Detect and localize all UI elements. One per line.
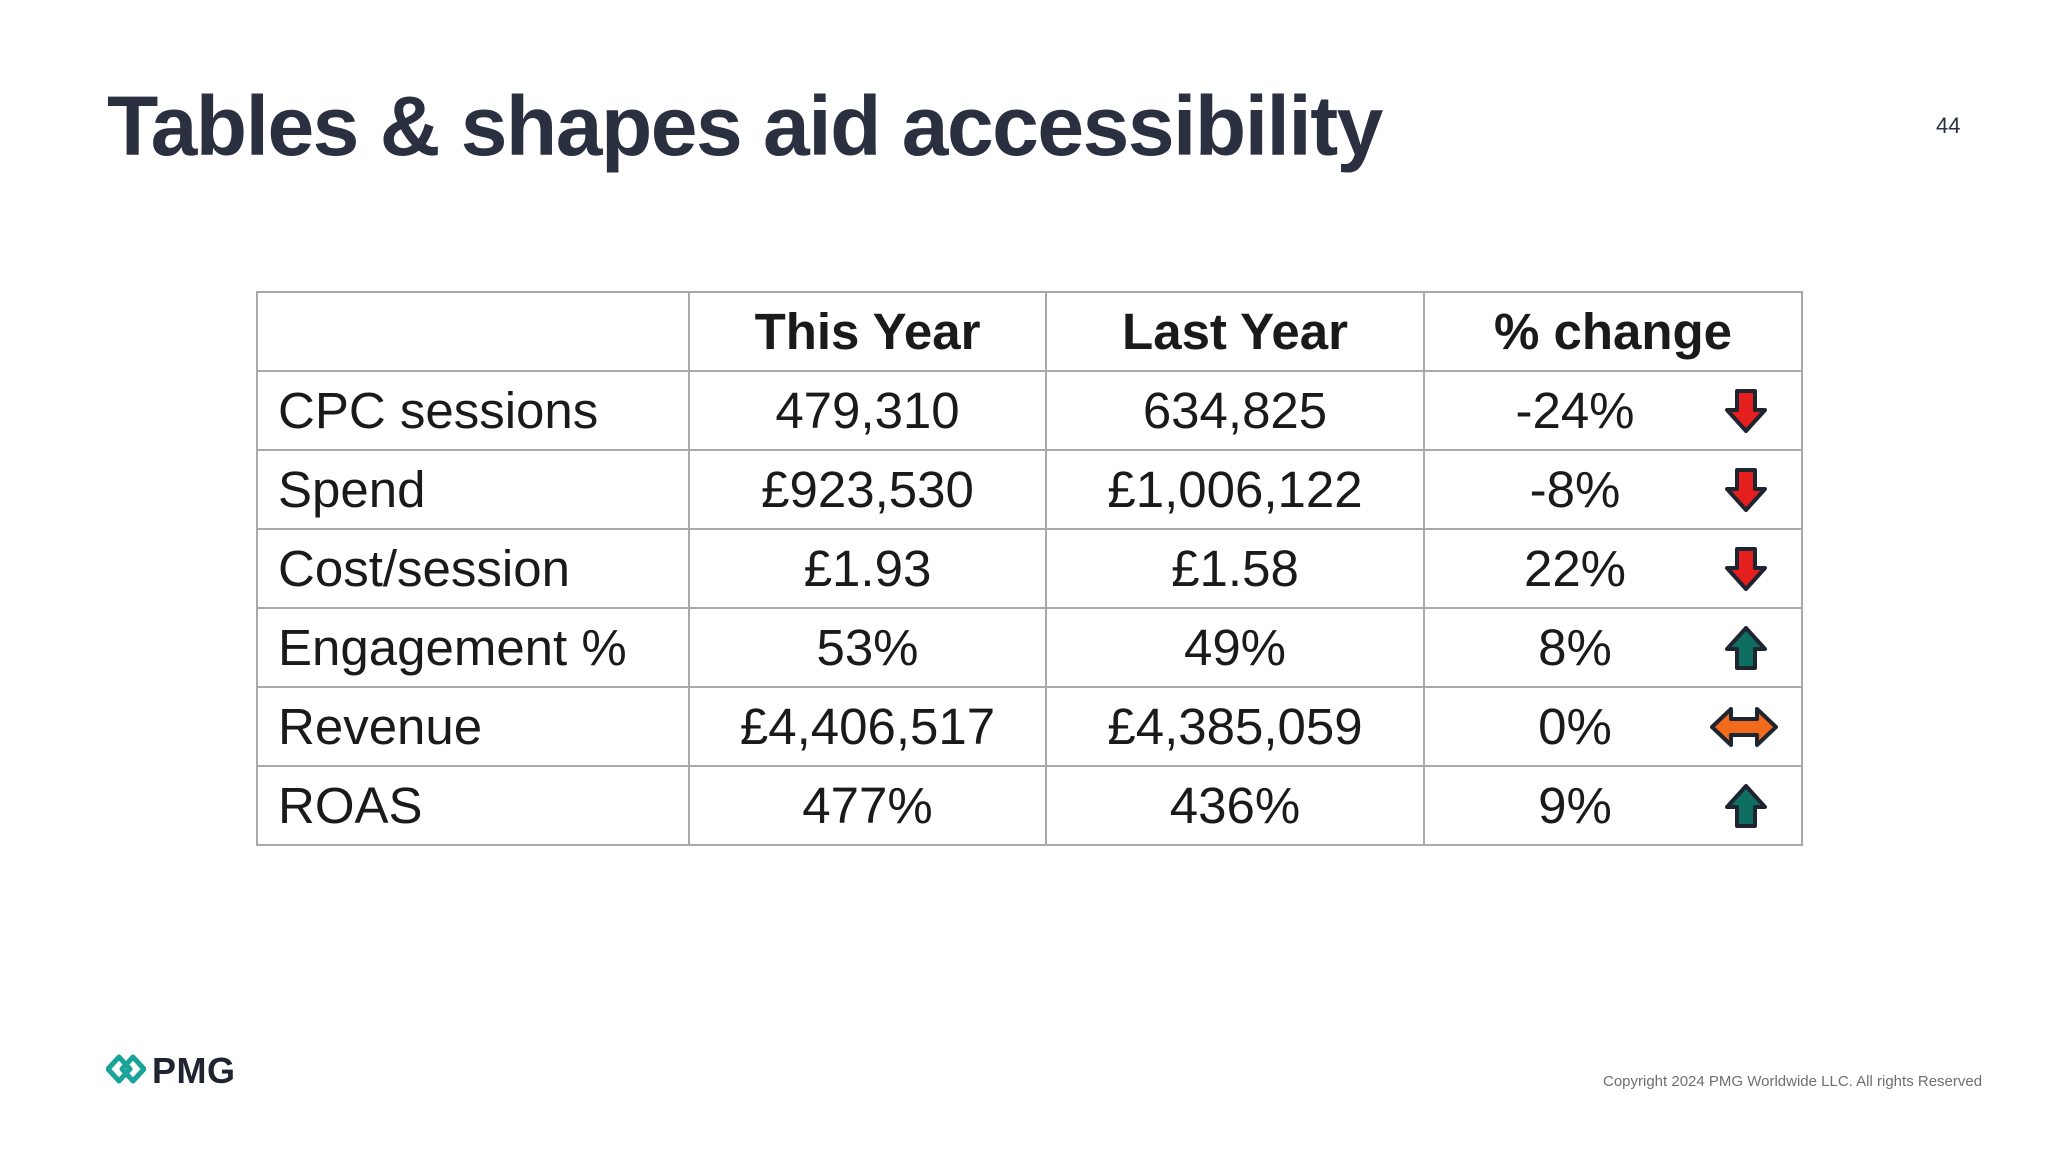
table-row: Cost/session £1.93 £1.58 22%: [256, 528, 1803, 609]
this-year-value: £1.93: [688, 528, 1047, 609]
header-empty: [256, 291, 690, 372]
metric-label: ROAS: [256, 765, 690, 846]
last-year-value: 436%: [1045, 765, 1425, 846]
percent-change-cell: 8%: [1423, 607, 1803, 688]
metric-label: Revenue: [256, 686, 690, 767]
percent-change-value: 22%: [1523, 540, 1627, 597]
arrow-up-icon: [1723, 783, 1769, 829]
percent-change-cell: -24%: [1423, 370, 1803, 451]
this-year-value: 53%: [688, 607, 1047, 688]
last-year-value: 49%: [1045, 607, 1425, 688]
percent-change-value: -24%: [1515, 382, 1635, 439]
table-row: Engagement % 53% 49% 8%: [256, 607, 1803, 688]
metric-label: Engagement %: [256, 607, 690, 688]
pmg-logo: PMG: [105, 1050, 236, 1092]
arrow-down-icon: [1723, 467, 1769, 513]
percent-change-cell: 9%: [1423, 765, 1803, 846]
table-header-row: This Year Last Year % change: [256, 291, 1803, 372]
metrics-table: This Year Last Year % change CPC session…: [256, 291, 1803, 846]
percent-change-cell: 22%: [1423, 528, 1803, 609]
metric-label: Cost/session: [256, 528, 690, 609]
table-row: CPC sessions 479,310 634,825 -24%: [256, 370, 1803, 451]
table-row: Spend £923,530 £1,006,122 -8%: [256, 449, 1803, 530]
last-year-value: £1.58: [1045, 528, 1425, 609]
percent-change-cell: 0%: [1423, 686, 1803, 767]
arrow-down-icon: [1723, 546, 1769, 592]
header-this-year: This Year: [688, 291, 1047, 372]
last-year-value: £1,006,122: [1045, 449, 1425, 530]
this-year-value: 479,310: [688, 370, 1047, 451]
last-year-value: 634,825: [1045, 370, 1425, 451]
percent-change-cell: -8%: [1423, 449, 1803, 530]
table-body: CPC sessions 479,310 634,825 -24% Spend £923,…: [256, 370, 1803, 846]
copyright-text: Copyright 2024 PMG Worldwide LLC. All ri…: [1603, 1073, 1983, 1090]
last-year-value: £4,385,059: [1045, 686, 1425, 767]
table-row: ROAS 477% 436% 9%: [256, 765, 1803, 846]
percent-change-value: 8%: [1538, 619, 1612, 676]
arrow-left-right-icon: [1709, 705, 1779, 749]
arrow-down-icon: [1723, 388, 1769, 434]
header-last-year: Last Year: [1045, 291, 1425, 372]
this-year-value: 477%: [688, 765, 1047, 846]
this-year-value: £4,406,517: [688, 686, 1047, 767]
header-percent-change: % change: [1423, 291, 1803, 372]
slide-title: Tables & shapes aid accessibility: [107, 79, 1383, 173]
arrow-up-icon: [1723, 625, 1769, 671]
logo-text: PMG: [152, 1050, 236, 1091]
metric-label: Spend: [256, 449, 690, 530]
percent-change-value: 9%: [1538, 777, 1612, 834]
this-year-value: £923,530: [688, 449, 1047, 530]
table-row: Revenue £4,406,517 £4,385,059 0%: [256, 686, 1803, 767]
percent-change-value: 0%: [1538, 698, 1612, 755]
slide-number: 44: [1936, 113, 1961, 138]
pmg-diamond-logo-icon: [105, 1053, 147, 1090]
metric-label: CPC sessions: [256, 370, 690, 451]
percent-change-value: -8%: [1529, 461, 1621, 518]
